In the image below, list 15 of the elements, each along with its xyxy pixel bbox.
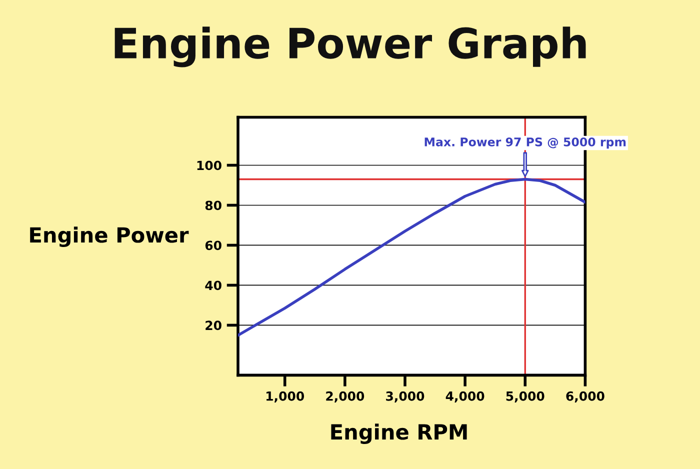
- x-tick-label: 1,000: [266, 391, 304, 402]
- x-tick-label: 3,000: [386, 391, 424, 402]
- x-tick-label: 4,000: [446, 391, 484, 402]
- y-tick-label: 20: [206, 320, 222, 330]
- y-axis-title: Engine Power: [30, 226, 189, 248]
- y-tick-label: 60: [205, 240, 222, 250]
- x-tick-label: 2,000: [326, 391, 364, 402]
- annotation: Max. Power 97 PS @ 5000 rpm: [424, 137, 626, 149]
- y-tick-label: 100: [197, 160, 222, 170]
- y-tick-label: 80: [205, 200, 222, 210]
- y-tick-label: 40: [205, 280, 222, 290]
- chart-title: Engine Power Graph: [114, 26, 586, 68]
- x-tick-label: 5,000: [506, 391, 544, 402]
- x-tick-label: 6,000: [566, 391, 604, 402]
- x-axis-title: Engine RPM: [331, 424, 467, 444]
